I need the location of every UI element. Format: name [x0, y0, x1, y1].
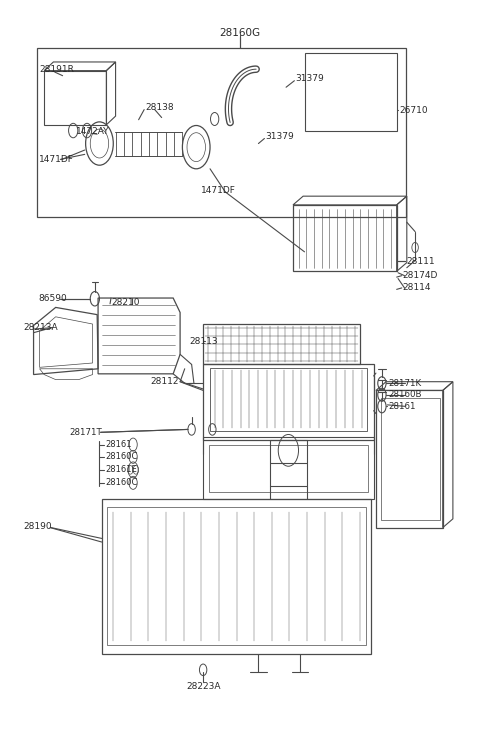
Text: 28213A: 28213A — [24, 323, 58, 332]
Text: 1472AY: 1472AY — [76, 128, 110, 137]
Text: 28161: 28161 — [388, 402, 416, 411]
Text: 28171T: 28171T — [70, 428, 102, 437]
Text: 28138: 28138 — [145, 103, 174, 112]
Text: 28223A: 28223A — [186, 682, 220, 691]
Text: 28114: 28114 — [403, 284, 431, 293]
Text: 28161E: 28161E — [106, 465, 137, 475]
Text: 28112: 28112 — [150, 378, 179, 387]
Text: 31379: 31379 — [295, 74, 324, 83]
Text: 28174D: 28174D — [403, 271, 438, 280]
Text: 28160C: 28160C — [106, 453, 138, 462]
Text: 1471DF: 1471DF — [201, 186, 236, 195]
Text: 1471DF: 1471DF — [38, 155, 73, 164]
Text: 28160G: 28160G — [219, 28, 261, 38]
Text: 26710: 26710 — [399, 106, 428, 115]
Text: 28210: 28210 — [111, 298, 140, 307]
Text: 31379: 31379 — [265, 132, 294, 141]
Text: 28190: 28190 — [24, 522, 52, 531]
Text: 28111: 28111 — [406, 256, 434, 265]
Text: 28160C: 28160C — [106, 478, 138, 487]
Text: 28191R: 28191R — [39, 65, 74, 74]
Text: 86590: 86590 — [38, 294, 67, 303]
Text: 28113: 28113 — [189, 337, 218, 346]
Text: 28160B: 28160B — [388, 390, 422, 399]
Text: 28161: 28161 — [106, 440, 132, 449]
Text: 28171K: 28171K — [388, 379, 421, 388]
